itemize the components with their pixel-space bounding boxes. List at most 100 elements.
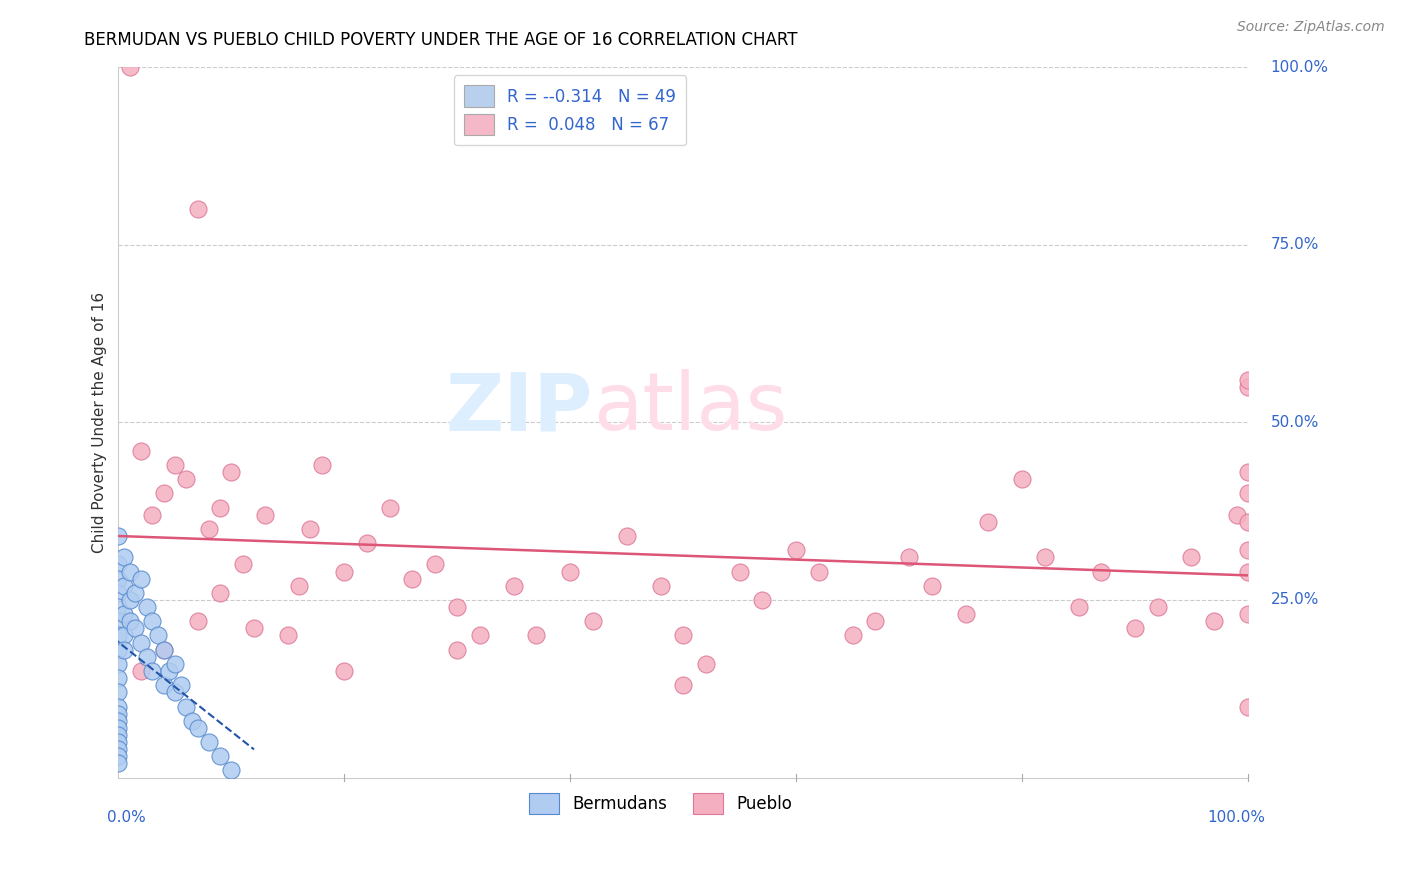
Point: [135, 600, 157, 615]
Point: [333, 664, 356, 678]
Point: [174, 699, 197, 714]
Point: [254, 508, 277, 522]
Point: [152, 642, 174, 657]
Point: [616, 529, 638, 543]
Point: [446, 600, 468, 615]
Text: 50.0%: 50.0%: [1271, 415, 1319, 430]
Point: [141, 614, 163, 628]
Point: [152, 678, 174, 692]
Point: [186, 202, 208, 217]
Point: [129, 572, 152, 586]
Point: [169, 678, 191, 692]
Point: [650, 579, 672, 593]
Point: [221, 764, 243, 778]
Point: [174, 472, 197, 486]
Point: [333, 565, 356, 579]
Point: [1226, 508, 1249, 522]
Point: [198, 522, 221, 536]
Point: [1237, 565, 1260, 579]
Point: [524, 628, 547, 642]
Point: [1237, 515, 1260, 529]
Point: [107, 706, 129, 721]
Point: [468, 628, 491, 642]
Point: [118, 614, 141, 628]
Point: [356, 536, 378, 550]
Point: [163, 458, 186, 472]
Point: [157, 664, 180, 678]
Point: [107, 671, 129, 685]
Point: [107, 742, 129, 756]
Point: [163, 657, 186, 671]
Text: atlas: atlas: [593, 369, 787, 447]
Point: [1237, 373, 1260, 387]
Point: [1146, 600, 1168, 615]
Point: [152, 642, 174, 657]
Point: [107, 685, 129, 699]
Point: [107, 728, 129, 742]
Point: [107, 558, 129, 572]
Point: [695, 657, 717, 671]
Point: [112, 607, 135, 622]
Point: [401, 572, 423, 586]
Point: [112, 550, 135, 565]
Point: [232, 558, 254, 572]
Point: [124, 621, 146, 635]
Point: [124, 586, 146, 600]
Legend: Bermudans, Pueblo: Bermudans, Pueblo: [522, 784, 800, 822]
Point: [107, 628, 129, 642]
Point: [955, 607, 977, 622]
Point: [502, 579, 524, 593]
Point: [1011, 472, 1033, 486]
Point: [141, 508, 163, 522]
Point: [1067, 600, 1090, 615]
Point: [107, 642, 129, 657]
Y-axis label: Child Poverty Under the Age of 16: Child Poverty Under the Age of 16: [93, 292, 107, 553]
Point: [446, 642, 468, 657]
Point: [107, 529, 129, 543]
Text: ZIP: ZIP: [446, 369, 593, 447]
Point: [582, 614, 605, 628]
Point: [209, 749, 232, 764]
Point: [672, 628, 695, 642]
Text: 75.0%: 75.0%: [1271, 237, 1319, 252]
Point: [107, 756, 129, 771]
Text: 100.0%: 100.0%: [1206, 810, 1265, 824]
Point: [1033, 550, 1056, 565]
Point: [243, 621, 266, 635]
Point: [146, 628, 169, 642]
Point: [107, 749, 129, 764]
Text: Source: ZipAtlas.com: Source: ZipAtlas.com: [1237, 20, 1385, 34]
Point: [107, 657, 129, 671]
Point: [186, 614, 208, 628]
Point: [1237, 543, 1260, 558]
Point: [921, 579, 943, 593]
Point: [751, 593, 773, 607]
Point: [277, 628, 299, 642]
Point: [209, 500, 232, 515]
Point: [107, 614, 129, 628]
Point: [1237, 465, 1260, 479]
Point: [180, 714, 202, 728]
Point: [672, 678, 695, 692]
Point: [107, 586, 129, 600]
Point: [107, 721, 129, 735]
Point: [141, 664, 163, 678]
Point: [1237, 486, 1260, 500]
Point: [841, 628, 863, 642]
Point: [977, 515, 1000, 529]
Point: [107, 600, 129, 615]
Point: [112, 579, 135, 593]
Point: [1202, 614, 1225, 628]
Point: [288, 579, 311, 593]
Point: [129, 443, 152, 458]
Point: [107, 714, 129, 728]
Point: [1237, 380, 1260, 394]
Point: [186, 721, 208, 735]
Point: [107, 572, 129, 586]
Point: [198, 735, 221, 749]
Text: 0.0%: 0.0%: [107, 810, 146, 824]
Point: [118, 60, 141, 74]
Point: [152, 486, 174, 500]
Point: [118, 593, 141, 607]
Point: [129, 635, 152, 649]
